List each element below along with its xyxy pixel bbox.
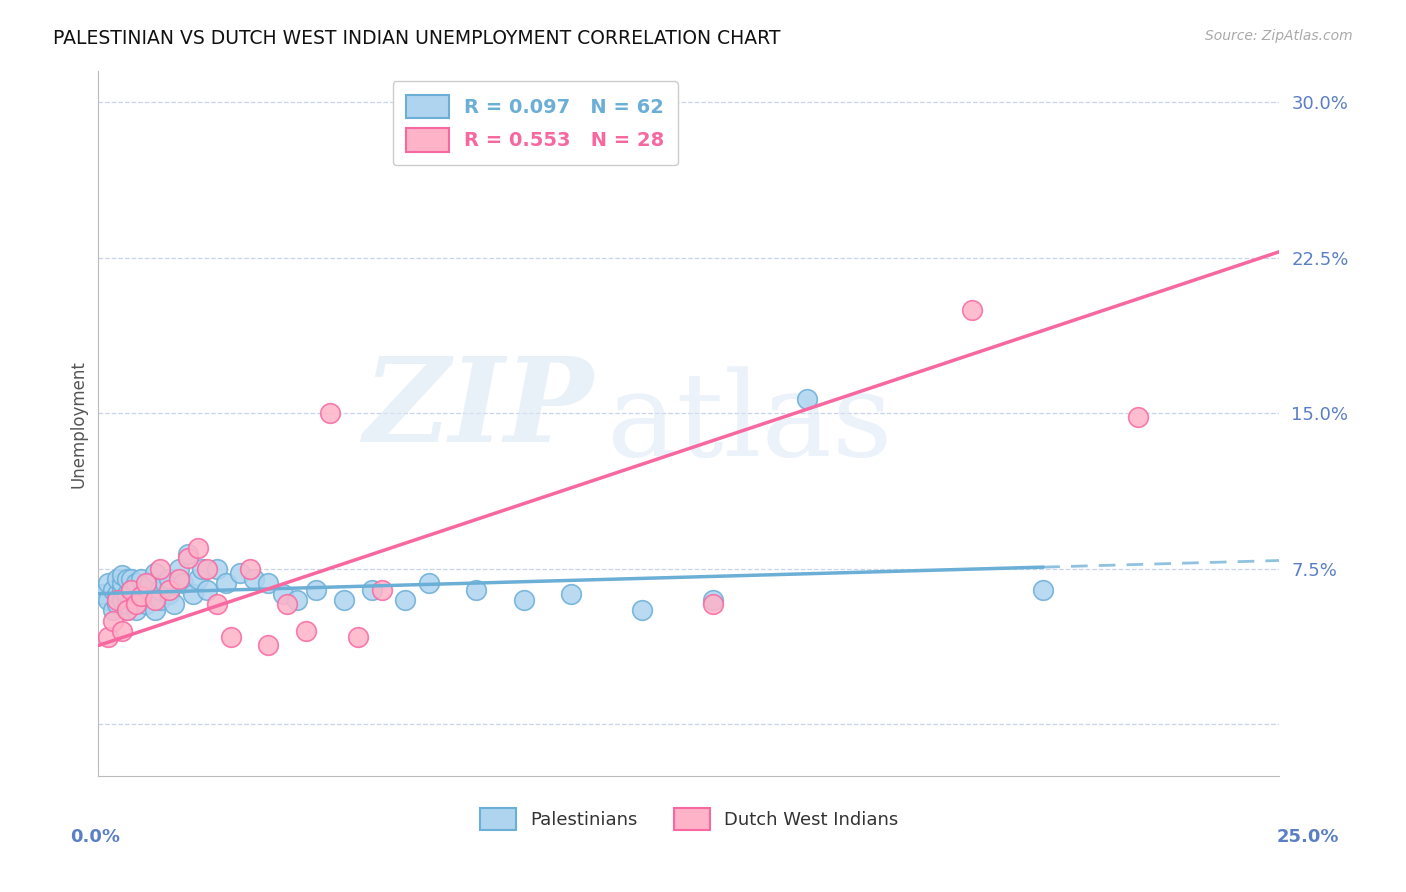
Point [630, 603, 652, 617]
Point [305, 582, 328, 597]
Point [172, 576, 194, 591]
Point [115, 572, 138, 586]
Text: 25.0%: 25.0% [1277, 828, 1339, 846]
Point [418, 576, 440, 591]
Point [319, 406, 342, 420]
Point [962, 302, 984, 317]
Legend: Palestinians, Dutch West Indians: Palestinians, Dutch West Indians [472, 801, 905, 838]
Text: PALESTINIAN VS DUTCH WEST INDIAN UNEMPLOYMENT CORRELATION CHART: PALESTINIAN VS DUTCH WEST INDIAN UNEMPLO… [53, 29, 780, 47]
Point [205, 562, 228, 576]
Point [702, 597, 724, 611]
Point [215, 576, 238, 591]
Point [465, 582, 488, 597]
Point [167, 572, 190, 586]
Point [187, 572, 209, 586]
Point [257, 639, 280, 653]
Text: ZIP: ZIP [364, 352, 595, 467]
Point [121, 582, 143, 597]
Point [111, 568, 134, 582]
Point [115, 587, 138, 601]
Point [796, 392, 818, 406]
Point [115, 603, 138, 617]
Point [129, 572, 152, 586]
Point [135, 597, 157, 611]
Point [1032, 582, 1054, 597]
Point [143, 592, 166, 607]
Point [560, 587, 582, 601]
Point [191, 562, 214, 576]
Point [111, 582, 134, 597]
Point [121, 582, 143, 597]
Point [91, 587, 114, 601]
Point [702, 592, 724, 607]
Point [361, 582, 384, 597]
Point [97, 576, 120, 591]
Point [163, 597, 186, 611]
Y-axis label: Unemployment: Unemployment [69, 359, 87, 488]
Point [285, 592, 308, 607]
Point [97, 592, 120, 607]
Point [111, 592, 134, 607]
Point [295, 624, 318, 638]
Point [97, 630, 120, 644]
Text: Source: ZipAtlas.com: Source: ZipAtlas.com [1205, 29, 1353, 43]
Point [101, 582, 124, 597]
Point [105, 587, 128, 601]
Point [101, 603, 124, 617]
Point [121, 592, 143, 607]
Point [167, 562, 190, 576]
Text: atlas: atlas [606, 367, 893, 481]
Point [195, 582, 218, 597]
Point [139, 576, 162, 591]
Point [177, 547, 200, 561]
Point [115, 597, 138, 611]
Point [125, 592, 148, 607]
Point [149, 562, 172, 576]
Point [149, 582, 172, 597]
Point [271, 587, 294, 601]
Point [101, 614, 124, 628]
Point [195, 562, 218, 576]
Point [105, 592, 128, 607]
Text: 0.0%: 0.0% [70, 828, 121, 846]
Point [257, 576, 280, 591]
Point [105, 572, 128, 586]
Point [105, 597, 128, 611]
Point [276, 597, 298, 611]
Point [157, 587, 180, 601]
Point [239, 562, 262, 576]
Point [149, 592, 172, 607]
Point [157, 572, 180, 586]
Point [143, 566, 166, 580]
Point [143, 603, 166, 617]
Point [181, 587, 204, 601]
Point [347, 630, 370, 644]
Point [115, 603, 138, 617]
Point [1126, 410, 1149, 425]
Point [125, 597, 148, 611]
Point [139, 589, 162, 603]
Point [512, 592, 534, 607]
Point [135, 582, 157, 597]
Point [229, 566, 252, 580]
Point [187, 541, 209, 555]
Point [111, 624, 134, 638]
Point [129, 587, 152, 601]
Point [177, 551, 200, 566]
Point [243, 572, 266, 586]
Point [111, 576, 134, 591]
Point [371, 582, 394, 597]
Point [333, 592, 356, 607]
Point [125, 576, 148, 591]
Point [135, 576, 157, 591]
Point [125, 603, 148, 617]
Point [205, 597, 228, 611]
Point [157, 582, 180, 597]
Point [394, 592, 416, 607]
Point [121, 572, 143, 586]
Point [129, 589, 152, 603]
Point [219, 630, 242, 644]
Point [153, 576, 176, 591]
